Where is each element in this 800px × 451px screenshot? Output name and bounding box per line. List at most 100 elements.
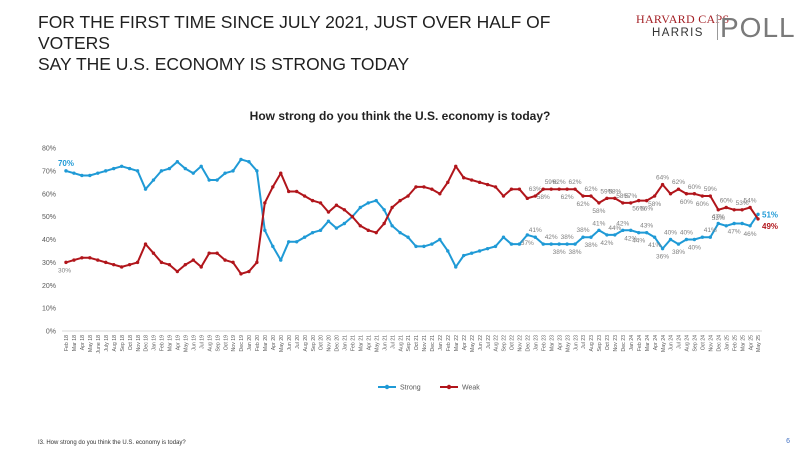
- data-point-weak: [398, 198, 402, 203]
- legend-marker-strong: [384, 384, 390, 390]
- x-tick-label: Aug 19: [207, 335, 213, 352]
- data-point-weak: [112, 262, 116, 267]
- data-point-strong: [231, 169, 235, 173]
- data-point-strong: [239, 157, 243, 162]
- data-point-strong: [748, 224, 752, 228]
- x-tick-label: Oct 22: [510, 335, 516, 350]
- data-point-weak: [414, 185, 418, 189]
- data-label: 60%: [720, 197, 733, 204]
- data-point-weak: [525, 196, 530, 201]
- data-label: 40%: [664, 230, 677, 237]
- x-tick-label: Dec 21: [430, 335, 436, 352]
- data-point-strong: [438, 237, 442, 242]
- data-point-strong: [692, 237, 697, 242]
- data-point-weak: [485, 182, 490, 187]
- data-point-strong: [533, 235, 537, 239]
- data-point-weak: [637, 198, 641, 203]
- data-point-strong: [80, 173, 84, 178]
- data-point-strong: [469, 251, 474, 255]
- x-tick-label: Jan 25: [724, 335, 730, 351]
- data-point-weak: [358, 224, 362, 228]
- series-line-weak: [65, 165, 759, 275]
- x-tick-label: Mar 20: [263, 335, 269, 351]
- data-point-weak: [294, 189, 299, 194]
- x-tick-label: Oct 18: [128, 335, 134, 350]
- data-point-strong: [342, 221, 347, 226]
- data-point-strong: [517, 242, 522, 246]
- x-tick-label: Jan 20: [247, 335, 253, 351]
- x-tick-label: Jun 22: [478, 335, 484, 351]
- data-point-strong: [64, 169, 68, 173]
- data-label: 62%: [569, 179, 582, 186]
- data-label: 58%: [592, 208, 605, 215]
- y-tick-label: 60%: [42, 191, 56, 198]
- data-point-strong: [358, 205, 362, 210]
- data-point-strong: [135, 169, 140, 173]
- data-point-weak: [446, 180, 450, 185]
- data-point-strong: [700, 235, 705, 239]
- x-tick-label: Nov 19: [231, 335, 237, 352]
- data-point-strong: [668, 237, 673, 242]
- data-point-weak: [72, 258, 76, 262]
- data-point-weak: [64, 260, 68, 265]
- data-label: 44%: [608, 225, 621, 232]
- data-label: 59%: [704, 186, 717, 193]
- data-point-strong: [462, 253, 466, 258]
- data-label: 56%: [640, 206, 653, 213]
- data-point-weak: [271, 185, 275, 189]
- x-tick-label: Nov 18: [136, 335, 142, 352]
- footnote: I3. How strong do you think the U.S. eco…: [38, 440, 186, 446]
- data-label: 62%: [672, 179, 685, 186]
- x-tick-label: Oct 24: [701, 335, 707, 350]
- data-point-weak: [438, 192, 442, 196]
- x-tick-label: Mar 21: [358, 335, 364, 351]
- data-label: 40%: [688, 245, 701, 252]
- data-point-weak: [724, 205, 728, 210]
- data-label: 62%: [584, 186, 597, 193]
- data-point-weak: [191, 258, 195, 262]
- data-label: 43%: [640, 223, 653, 230]
- data-point-strong: [279, 258, 283, 262]
- data-point-strong: [382, 208, 386, 212]
- data-point-weak: [660, 182, 665, 187]
- data-point-weak: [621, 201, 625, 205]
- logo-line-1: HARVARD CAPS: [636, 12, 730, 26]
- data-point-strong: [183, 166, 187, 171]
- data-point-weak: [231, 260, 235, 265]
- data-point-strong: [334, 226, 339, 230]
- data-label: 58%: [648, 201, 661, 208]
- data-point-strong: [287, 240, 291, 244]
- y-tick-label: 70%: [42, 168, 56, 175]
- x-tick-label: Feb 23: [541, 335, 547, 351]
- x-tick-label: Sep 20: [311, 335, 317, 352]
- data-point-strong: [119, 164, 124, 168]
- data-point-weak: [318, 201, 323, 205]
- legend-label-weak: Weak: [462, 385, 480, 392]
- x-tick-label: Jan 23: [533, 335, 539, 351]
- x-tick-label: Nov 21: [422, 335, 428, 352]
- data-label: 59%: [545, 179, 558, 186]
- x-tick-label: May 21: [374, 335, 380, 352]
- x-tick-label: Dec 20: [335, 335, 341, 352]
- x-tick-label: May 24: [661, 335, 667, 352]
- x-tick-label: Aug 23: [589, 335, 595, 352]
- data-label: 49%: [762, 222, 778, 231]
- x-tick-label: Aug 18: [112, 335, 118, 352]
- series-line-strong: [65, 158, 759, 268]
- x-tick-label: Jul 22: [486, 335, 492, 349]
- x-tick-label: Jun 24: [669, 335, 675, 351]
- x-tick-label: Sep 24: [693, 335, 699, 352]
- data-label: 62%: [553, 179, 566, 186]
- data-point-strong: [557, 242, 561, 246]
- data-point-strong: [565, 242, 569, 246]
- x-tick-label: Jan 22: [438, 335, 444, 351]
- data-point-strong: [104, 169, 108, 173]
- data-point-weak: [366, 228, 370, 233]
- headline-line-1: For the first time since July 2021, just…: [38, 12, 551, 53]
- data-point-weak: [477, 180, 482, 185]
- data-point-strong: [151, 178, 156, 182]
- data-label: 38%: [553, 249, 566, 256]
- data-point-strong: [605, 233, 609, 237]
- data-point-strong: [167, 166, 172, 171]
- x-tick-label: Mar 22: [454, 335, 460, 351]
